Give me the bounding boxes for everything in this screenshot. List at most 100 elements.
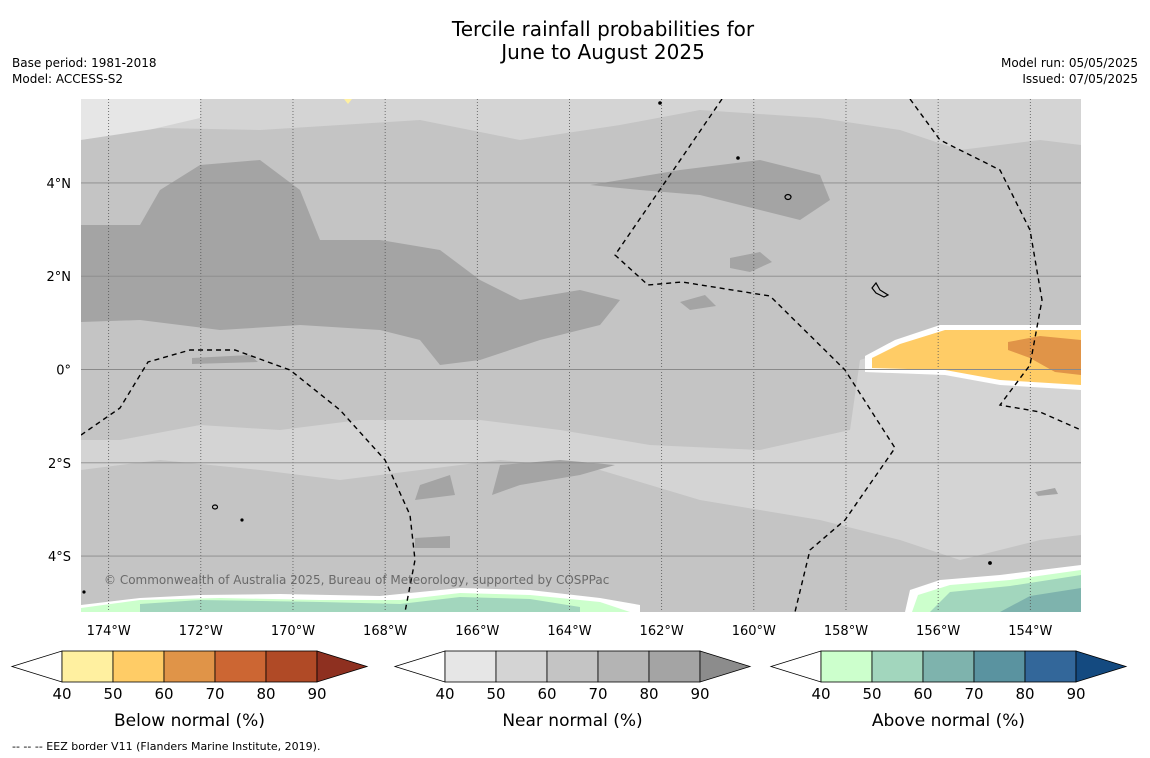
lon-tick-label: 174°W — [87, 624, 131, 639]
title-line-2: June to August 2025 — [501, 40, 705, 64]
title-line-1: Tercile rainfall probabilities for — [451, 17, 755, 41]
near-normal-80-patch-south — [492, 460, 615, 495]
eez-border-central — [614, 99, 896, 612]
lat-tick-label: 4°S — [48, 550, 71, 565]
lon-tick-label: 162°W — [640, 624, 684, 639]
map-field — [81, 99, 1081, 612]
run-info: Model run: 05/05/2025 Issued: 07/05/2025 — [1001, 55, 1138, 87]
above-normal-colorbar-tick: 50 — [862, 685, 881, 703]
below-normal-colorbar-tick: 50 — [103, 685, 122, 703]
below-normal-colorbar: 40 50 60 70 80 90 Below normal (%) — [10, 650, 369, 731]
lon-tick-label: 168°W — [363, 624, 407, 639]
copyright-text: © Commonwealth of Australia 2025, Bureau… — [104, 573, 609, 587]
axis-ticks: 174°W 172°W 170°W 168°W 166°W 164°W 162°W 160°W… — [47, 177, 1053, 639]
below-normal-colorbar-title: Below normal (%) — [114, 711, 265, 731]
island-8 — [82, 590, 86, 594]
island-1 — [784, 193, 792, 201]
below-normal-colorbar-segment — [214, 650, 267, 683]
above-normal-colorbar-segment — [871, 650, 924, 683]
below-normal-colorbar-tick: 40 — [52, 685, 71, 703]
near-normal-colorbar-segment — [597, 650, 650, 683]
eez-borders — [81, 99, 1081, 612]
near-normal-colorbar-low-triangle — [393, 650, 446, 683]
islands — [82, 101, 992, 594]
lon-tick-label: 156°W — [916, 624, 960, 639]
above-normal-60-east — [1000, 588, 1081, 612]
above-normal-colorbar-segment — [973, 650, 1026, 683]
colorbars: 40 50 60 70 80 90 Below normal (%) 40 50 60 70 80 90… — [10, 650, 1128, 731]
eez-legend: -- -- -- EEZ border V11 (Flanders Marine… — [12, 740, 321, 753]
lon-tick-label: 166°W — [455, 624, 499, 639]
model-info: Base period: 1981-2018 Model: ACCESS-S2 — [12, 55, 157, 87]
near-normal-80-patch-east-south — [1035, 488, 1058, 496]
near-normal-60-region — [81, 110, 1081, 450]
above-normal-colorbar-tick: 40 — [811, 685, 830, 703]
near-normal-colorbar-tick: 80 — [639, 685, 658, 703]
above-normal-colorbar-segment — [820, 650, 873, 683]
above-normal-colorbar-low-triangle — [769, 650, 822, 683]
near-normal-80-patch-southwest — [415, 475, 455, 500]
island-3 — [211, 504, 219, 510]
lon-tick-label: 170°W — [271, 624, 315, 639]
lon-tick-label: 172°W — [179, 624, 223, 639]
above-normal-colorbar-segment — [1024, 650, 1077, 683]
lat-tick-label: 0° — [56, 363, 71, 378]
below-normal-colorbar-segment — [265, 650, 318, 683]
near-normal-colorbar-high-triangle — [699, 650, 752, 683]
near-normal-colorbar-tick: 40 — [435, 685, 454, 703]
near-normal-colorbar-segment — [648, 650, 701, 683]
below-normal-colorbar-segment — [112, 650, 165, 683]
lat-tick-label: 2°S — [48, 457, 71, 472]
issued-date: Issued: 07/05/2025 — [1022, 72, 1138, 86]
near-normal-colorbar-segment — [444, 650, 497, 683]
near-normal-80-patch-small — [730, 252, 772, 272]
below-normal-colorbar-tick: 60 — [154, 685, 173, 703]
model-name: Model: ACCESS-S2 — [12, 72, 124, 86]
island-7 — [988, 561, 992, 565]
lon-tick-label: 160°W — [732, 624, 776, 639]
model-run-date: Model run: 05/05/2025 — [1000, 56, 1138, 70]
gridlines — [81, 99, 1081, 612]
near-normal-colorbar-tick: 60 — [537, 685, 556, 703]
island-5 — [736, 156, 740, 160]
near-normal-80-patch-tiny — [680, 295, 716, 310]
below-normal-colorbar-high-triangle — [316, 650, 369, 683]
lon-tick-label: 164°W — [547, 624, 591, 639]
map-title: Tercile rainfall probabilities for June … — [353, 18, 853, 64]
above-normal-colorbar-tick: 80 — [1015, 685, 1034, 703]
above-normal-colorbar-tick: 70 — [964, 685, 983, 703]
eez-border-west — [81, 349, 416, 612]
above-normal-colorbar-segment — [922, 650, 975, 683]
near-normal-colorbar: 40 50 60 70 80 90 Near normal (%) — [393, 650, 752, 731]
lat-tick-label: 2°N — [47, 270, 72, 285]
lon-tick-label: 154°W — [1008, 624, 1052, 639]
island-4 — [658, 101, 662, 105]
near-normal-40-region — [81, 99, 200, 140]
below-normal-colorbar-segment — [163, 650, 216, 683]
above-normal-colorbar: 40 50 60 70 80 90 Above normal (%) — [769, 650, 1128, 731]
near-normal-80-patch-bottom — [415, 536, 450, 548]
below-normal-colorbar-segment — [61, 650, 114, 683]
near-normal-80-patch-equator — [192, 355, 258, 364]
below-normal-colorbar-tick: 80 — [256, 685, 275, 703]
below-normal-colorbar-tick: 70 — [205, 685, 224, 703]
lat-tick-label: 4°N — [47, 177, 72, 192]
below-normal-colorbar-tick: 90 — [307, 685, 326, 703]
near-normal-80-band — [81, 160, 620, 365]
near-normal-colorbar-tick: 70 — [588, 685, 607, 703]
above-normal-50-west — [140, 597, 580, 612]
near-normal-60-south — [81, 460, 1081, 612]
lon-tick-label: 158°W — [824, 624, 868, 639]
island-2 — [871, 281, 890, 298]
near-normal-colorbar-segment — [495, 650, 548, 683]
near-normal-colorbar-tick: 90 — [690, 685, 709, 703]
eez-border-east — [909, 99, 1081, 431]
near-normal-colorbar-tick: 50 — [486, 685, 505, 703]
above-normal-colorbar-title: Above normal (%) — [872, 711, 1025, 731]
above-normal-colorbar-high-triangle — [1075, 650, 1128, 683]
base-period: Base period: 1981-2018 — [12, 56, 157, 70]
near-normal-colorbar-segment — [546, 650, 599, 683]
below-normal-60-region — [1008, 336, 1081, 375]
near-normal-colorbar-title: Near normal (%) — [502, 711, 642, 731]
